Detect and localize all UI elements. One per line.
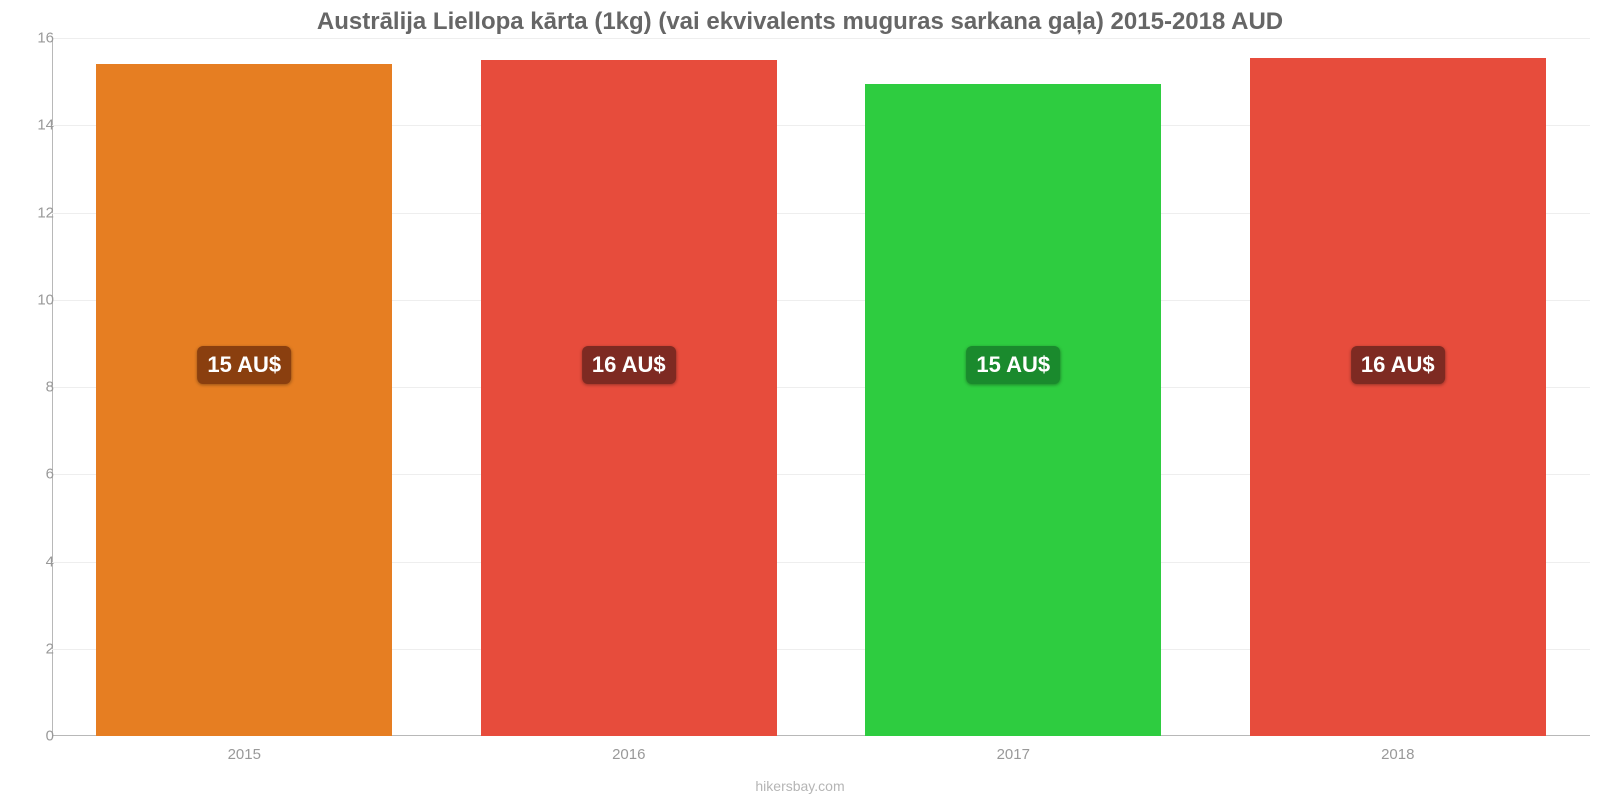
y-tick-label: 0 xyxy=(14,728,54,745)
y-tick-label: 10 xyxy=(14,291,54,308)
y-tick-label: 14 xyxy=(14,117,54,134)
bar-value-label: 15 AU$ xyxy=(197,346,291,384)
bar-fill xyxy=(865,84,1161,736)
bar-fill xyxy=(96,64,392,736)
x-tick-label: 2016 xyxy=(612,746,645,763)
bar: 16 AU$ xyxy=(1250,58,1546,736)
bar-value-label: 15 AU$ xyxy=(966,346,1060,384)
attribution-text: hikersbay.com xyxy=(0,778,1600,794)
bar-value-label: 16 AU$ xyxy=(582,346,676,384)
bar-fill xyxy=(1250,58,1546,736)
gridline xyxy=(52,38,1590,39)
y-tick-label: 8 xyxy=(14,379,54,396)
bar: 15 AU$ xyxy=(865,84,1161,736)
plot-area: 15 AU$ 16 AU$ 15 AU$ 16 AU$ xyxy=(52,38,1590,736)
bar: 15 AU$ xyxy=(96,64,392,736)
chart-container: Austrālija Liellopa kārta (1kg) (vai ekv… xyxy=(0,0,1600,800)
x-tick-label: 2018 xyxy=(1381,746,1414,763)
y-tick-label: 6 xyxy=(14,466,54,483)
y-tick-label: 16 xyxy=(14,30,54,47)
bar-fill xyxy=(481,60,777,736)
chart-title: Austrālija Liellopa kārta (1kg) (vai ekv… xyxy=(0,8,1600,36)
x-tick-label: 2015 xyxy=(228,746,261,763)
bar: 16 AU$ xyxy=(481,60,777,736)
y-tick-label: 2 xyxy=(14,640,54,657)
bar-value-label: 16 AU$ xyxy=(1351,346,1445,384)
x-tick-label: 2017 xyxy=(997,746,1030,763)
y-tick-label: 12 xyxy=(14,204,54,221)
y-tick-label: 4 xyxy=(14,553,54,570)
